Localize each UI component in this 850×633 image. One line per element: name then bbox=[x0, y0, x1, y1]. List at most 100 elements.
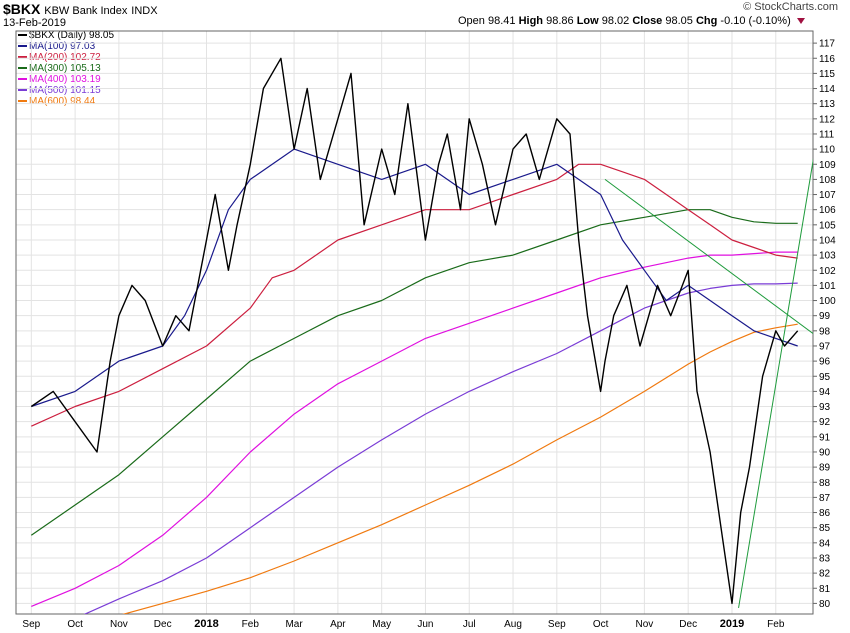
ma-line-ma300 bbox=[30, 209, 798, 536]
y-tick-label: 107 bbox=[819, 190, 836, 201]
y-tick-label: 103 bbox=[819, 251, 836, 262]
ohlc-readout: Open 98.41 High 98.86 Low 98.02 Close 98… bbox=[458, 15, 805, 27]
index-name: KBW Bank Index bbox=[44, 5, 128, 17]
y-tick-label: 115 bbox=[819, 69, 835, 80]
chart-legend: $BKX (Daily) 98.05 MA(100) 97.03 MA(200)… bbox=[18, 30, 114, 107]
legend-item[interactable]: MA(300) 105.13 bbox=[18, 63, 114, 74]
y-tick-label: 113 bbox=[819, 99, 835, 110]
ma-line-ma400 bbox=[31, 251, 798, 607]
legend-swatch bbox=[18, 67, 27, 70]
y-tick-label: 86 bbox=[819, 508, 831, 519]
legend-item[interactable]: MA(400) 103.19 bbox=[18, 74, 114, 85]
y-tick-label: 100 bbox=[819, 296, 836, 307]
y-tick-label: 112 bbox=[819, 114, 835, 125]
legend-item[interactable]: MA(200) 102.72 bbox=[18, 52, 114, 63]
x-tick-label: 2018 bbox=[194, 618, 218, 630]
trendline-rising bbox=[738, 158, 813, 609]
ma-line-ma100 bbox=[31, 148, 798, 408]
y-tick-label: 82 bbox=[819, 569, 831, 580]
x-tick-label: 2019 bbox=[720, 618, 744, 630]
ma-line-ma500 bbox=[83, 282, 798, 614]
chart-symbol-title: $BKX KBW Bank Index INDX bbox=[3, 1, 158, 17]
plot-frame bbox=[15, 30, 814, 615]
y-tick-label: 96 bbox=[819, 357, 831, 368]
y-tick-label: 84 bbox=[819, 538, 831, 549]
x-tick-label: Nov bbox=[110, 619, 128, 630]
x-tick-label: Aug bbox=[504, 619, 522, 630]
y-tick-label: 80 bbox=[819, 599, 831, 610]
y-tick-label: 102 bbox=[819, 266, 836, 277]
low-value: 98.02 bbox=[601, 15, 630, 27]
y-tick-label: 87 bbox=[819, 493, 831, 504]
x-tick-label: Jun bbox=[417, 619, 433, 630]
y-axis: 80 81 82 83 84 85 86 87 88 89 90 91 92 93 94 95 96 97 98 99… bbox=[813, 39, 836, 610]
legend-swatch bbox=[18, 78, 27, 81]
x-tick-label: Oct bbox=[593, 619, 609, 630]
high-label: High bbox=[518, 15, 544, 27]
y-tick-label: 108 bbox=[819, 175, 836, 186]
x-tick-label: Dec bbox=[154, 619, 172, 630]
x-tick-label: Sep bbox=[548, 619, 566, 630]
x-tick-label: Mar bbox=[285, 619, 303, 630]
x-tick-label: Nov bbox=[636, 619, 654, 630]
legend-item[interactable]: MA(600) 98.44 bbox=[18, 96, 114, 107]
price-line bbox=[30, 57, 799, 605]
x-axis: Sep Oct Nov Dec 2018 Feb Mar Apr May Jun Jul Aug Sep… bbox=[22, 618, 784, 630]
y-tick-label: 97 bbox=[819, 341, 831, 352]
y-tick-label: 85 bbox=[819, 523, 831, 534]
ma-line-ma200 bbox=[31, 163, 798, 427]
y-tick-label: 81 bbox=[819, 584, 831, 595]
y-tick-label: 105 bbox=[819, 220, 836, 231]
y-tick-label: 91 bbox=[819, 432, 831, 443]
close-value: 98.05 bbox=[665, 15, 693, 27]
legend-swatch bbox=[18, 45, 27, 48]
y-tick-label: 110 bbox=[819, 145, 835, 156]
y-tick-label: 88 bbox=[819, 478, 831, 489]
symbol-label: $BKX bbox=[3, 1, 41, 17]
legend-swatch bbox=[18, 34, 27, 37]
legend-item[interactable]: MA(100) 97.03 bbox=[18, 41, 114, 52]
legend-swatch bbox=[18, 89, 27, 92]
y-tick-label: 114 bbox=[819, 84, 835, 95]
y-tick-label: 92 bbox=[819, 417, 831, 428]
trendline-falling bbox=[604, 178, 813, 335]
x-tick-label: Feb bbox=[242, 619, 260, 630]
y-tick-label: 90 bbox=[819, 447, 831, 458]
grid bbox=[16, 31, 813, 614]
x-tick-label: May bbox=[372, 619, 391, 630]
y-tick-label: 111 bbox=[819, 129, 835, 140]
y-tick-label: 94 bbox=[819, 387, 831, 398]
series-layer bbox=[30, 57, 813, 614]
legend-item[interactable]: $BKX (Daily) 98.05 bbox=[18, 30, 114, 41]
chg-value: -0.10 (-0.10%) bbox=[720, 15, 791, 27]
high-value: 98.86 bbox=[546, 15, 574, 27]
brand-label[interactable]: © StockCharts.com bbox=[743, 1, 838, 13]
low-label: Low bbox=[576, 15, 599, 27]
y-tick-label: 98 bbox=[819, 326, 831, 337]
y-tick-label: 93 bbox=[819, 402, 831, 413]
y-tick-label: 83 bbox=[819, 553, 831, 564]
chg-label: Chg bbox=[695, 15, 718, 27]
down-triangle-icon bbox=[796, 18, 805, 25]
x-tick-label: Sep bbox=[22, 619, 40, 630]
ma-line-ma600 bbox=[122, 323, 798, 614]
x-tick-label: Dec bbox=[679, 619, 697, 630]
x-tick-label: Jul bbox=[463, 619, 476, 630]
close-label: Close bbox=[632, 15, 663, 27]
x-tick-label: Oct bbox=[67, 619, 83, 630]
x-tick-label: Feb bbox=[767, 619, 785, 630]
y-tick-label: 106 bbox=[819, 205, 836, 216]
x-tick-label: Apr bbox=[330, 619, 346, 630]
exchange-label: INDX bbox=[131, 5, 158, 17]
y-tick-label: 99 bbox=[819, 311, 831, 322]
legend-item[interactable]: MA(500) 101.15 bbox=[18, 85, 114, 96]
y-tick-label: 117 bbox=[819, 39, 835, 50]
legend-swatch bbox=[18, 100, 27, 103]
legend-swatch bbox=[18, 56, 27, 59]
y-tick-label: 95 bbox=[819, 372, 831, 383]
y-tick-label: 89 bbox=[819, 463, 831, 474]
chart-date: 13-Feb-2019 bbox=[3, 17, 66, 29]
y-tick-label: 116 bbox=[819, 54, 835, 65]
y-tick-label: 101 bbox=[819, 281, 836, 292]
